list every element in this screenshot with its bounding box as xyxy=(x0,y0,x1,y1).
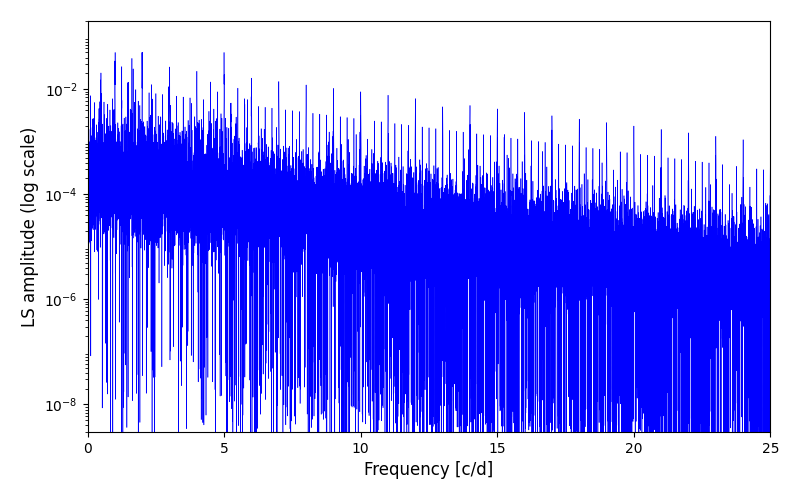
X-axis label: Frequency [c/d]: Frequency [c/d] xyxy=(364,461,494,479)
Y-axis label: LS amplitude (log scale): LS amplitude (log scale) xyxy=(21,126,39,326)
